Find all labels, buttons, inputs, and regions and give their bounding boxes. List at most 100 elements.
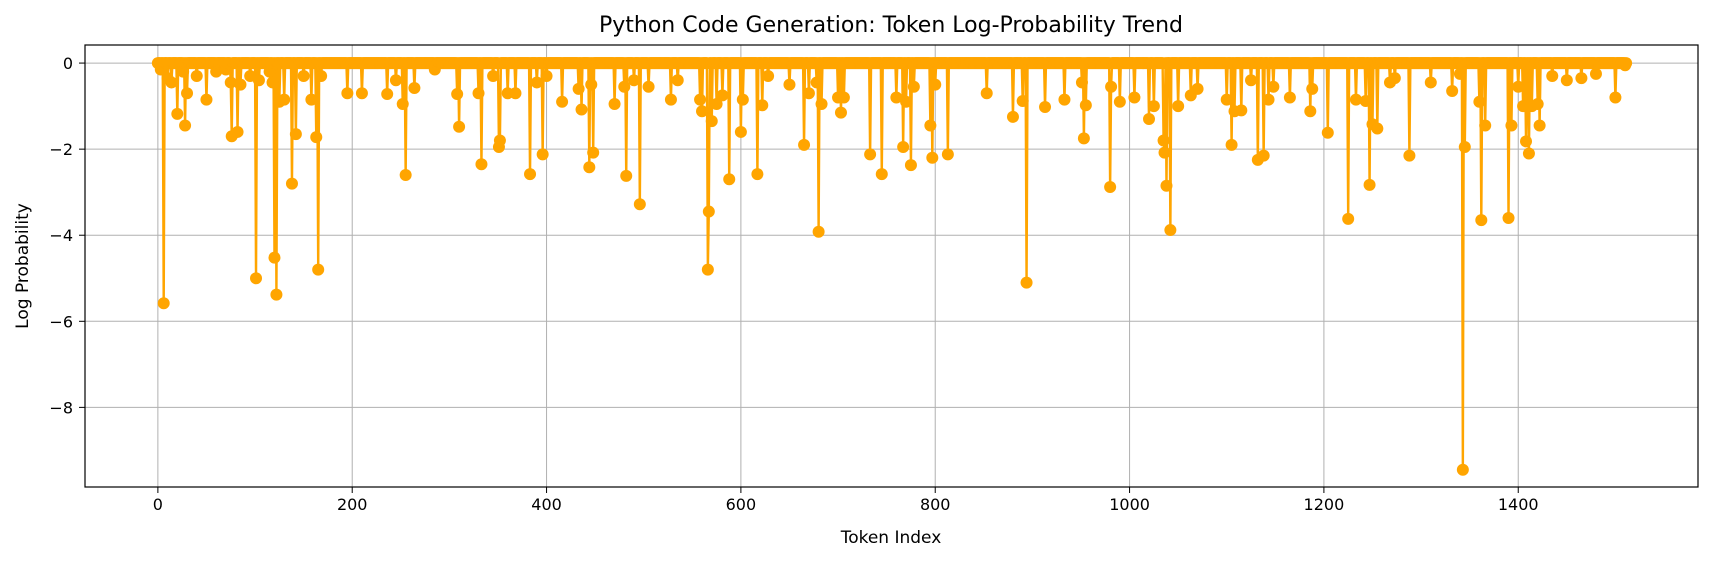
data-point [1006, 110, 1019, 123]
data-point [897, 141, 910, 153]
data-point [315, 69, 328, 82]
x-tick-label: 1000 [1109, 495, 1150, 514]
data-point [165, 76, 178, 89]
data-point [231, 125, 244, 138]
data-point [1359, 94, 1372, 107]
data-point [642, 80, 655, 93]
data-point [1304, 105, 1317, 118]
data-point [200, 93, 213, 106]
data-point [1020, 276, 1033, 289]
data-point [540, 69, 553, 82]
x-axis-title: Token Index [840, 528, 942, 548]
data-point [1104, 181, 1117, 194]
data-point [702, 205, 715, 218]
data-point [864, 148, 877, 161]
data-point [157, 297, 170, 310]
data-point [618, 80, 631, 93]
data-point [1039, 100, 1052, 113]
data-point [536, 148, 549, 161]
data-point [705, 115, 718, 128]
data-point [1306, 82, 1319, 95]
data-point [701, 263, 714, 276]
data-point [250, 272, 263, 285]
data-point [1077, 132, 1090, 145]
data-point [890, 91, 903, 104]
data-point [266, 76, 279, 89]
data-point [1424, 76, 1437, 89]
x-tick-label: 200 [337, 495, 368, 514]
data-point [1589, 67, 1602, 80]
series-layer [151, 57, 1633, 476]
data-point [1245, 74, 1258, 87]
data-point [1505, 119, 1518, 132]
data-point [1160, 179, 1173, 192]
data-point [1520, 135, 1533, 148]
data-point [381, 88, 394, 101]
data-point [1016, 94, 1029, 107]
data-point [1473, 95, 1486, 108]
data-point [812, 225, 825, 238]
data-point [305, 93, 318, 106]
data-point [1079, 99, 1092, 112]
data-point [904, 159, 917, 172]
data-point [1456, 463, 1469, 476]
data-point [1075, 76, 1088, 89]
data-point [723, 173, 736, 186]
data-point [408, 82, 421, 95]
data-point [926, 151, 939, 164]
x-tick-label: 600 [726, 495, 757, 514]
data-point [585, 78, 598, 91]
data-point [1157, 134, 1170, 147]
data-point [1560, 74, 1573, 87]
data-point [1446, 85, 1459, 98]
data-point [900, 95, 913, 108]
data-point [1479, 119, 1492, 132]
data-point [252, 74, 265, 87]
y-tick-label: −2 [49, 140, 73, 159]
data-point [875, 168, 888, 181]
data-point [453, 120, 466, 133]
data-point [493, 134, 506, 147]
y-axis-title: Log Probability [13, 203, 33, 329]
data-point [1620, 57, 1633, 70]
data-point [399, 168, 412, 181]
data-point [1388, 72, 1401, 85]
data-point [1349, 93, 1362, 106]
data-point [472, 87, 485, 100]
data-point [980, 87, 993, 100]
data-point [278, 93, 291, 106]
data-point [312, 263, 325, 276]
data-point [1220, 93, 1233, 106]
data-point [575, 103, 588, 116]
data-point [587, 146, 600, 159]
data-point [1531, 97, 1544, 110]
data-point [924, 119, 937, 132]
data-point [171, 107, 184, 120]
data-point [1342, 212, 1355, 225]
data-point [1575, 72, 1588, 85]
data-point [633, 198, 646, 211]
data-point [751, 168, 764, 181]
data-point [736, 93, 749, 106]
x-tick-label: 400 [531, 495, 562, 514]
data-point [798, 138, 811, 151]
data-point [1517, 100, 1530, 113]
data-point [1546, 69, 1559, 82]
data-point [1113, 95, 1126, 108]
data-point [1458, 141, 1471, 153]
data-point [285, 177, 298, 190]
data-point [734, 125, 747, 138]
data-point [1502, 212, 1515, 225]
y-tick-label: −4 [49, 226, 73, 245]
data-point [1164, 224, 1177, 237]
data-point [1128, 91, 1141, 104]
data-point [802, 87, 815, 100]
data-point [1191, 82, 1204, 95]
data-point [297, 69, 310, 82]
data-point [310, 131, 323, 144]
plot-frame [84, 44, 1699, 488]
data-point [487, 69, 500, 82]
y-tick-label: −8 [49, 398, 73, 417]
data-point [810, 76, 823, 89]
y-tick-label: 0 [63, 54, 73, 73]
